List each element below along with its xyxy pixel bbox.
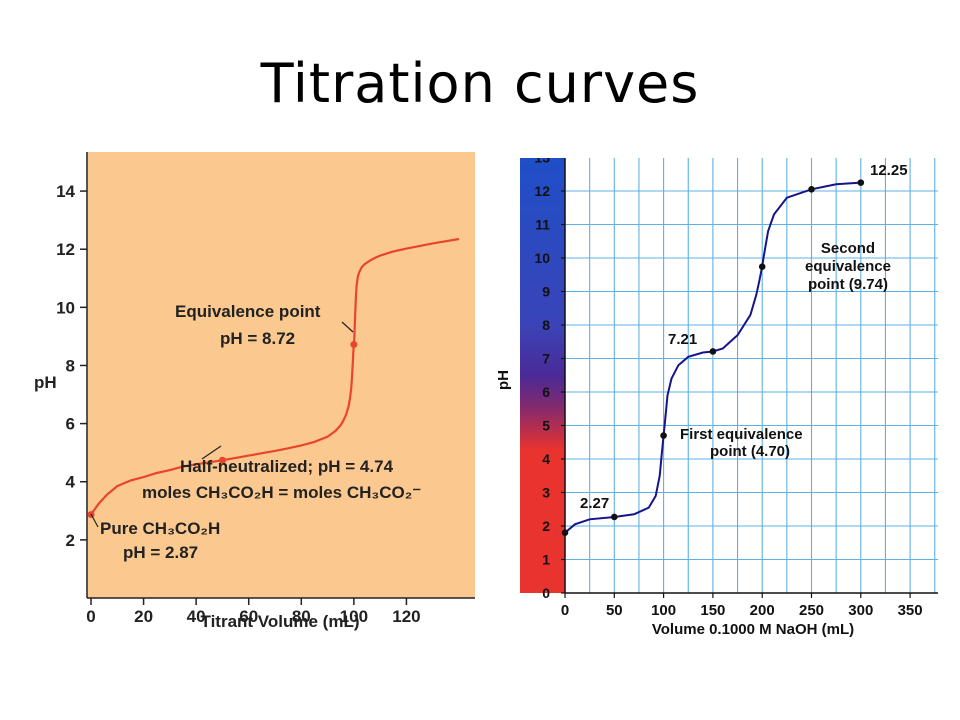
ph-color-bar bbox=[520, 158, 565, 593]
y-tick-label: 10 bbox=[56, 298, 75, 317]
data-point bbox=[350, 341, 358, 349]
y-tick-label: 2 bbox=[542, 518, 550, 534]
data-point bbox=[758, 263, 766, 271]
y-tick-label: 14 bbox=[56, 182, 75, 201]
y-axis-label: pH bbox=[495, 370, 512, 390]
slide-title: Titration curves bbox=[260, 52, 700, 115]
x-axis-label: Volume 0.1000 M NaOH (mL) bbox=[652, 621, 854, 638]
x-tick-label: 250 bbox=[799, 602, 824, 619]
x-tick-group: 0 50 100 150 200 250 300 350 bbox=[561, 593, 923, 619]
x-axis-label: Titrant Volume (mL) bbox=[201, 612, 360, 631]
acetic-acid-titration-chart: 2 4 6 8 10 12 14 0 20 40 60 80 100 120 pH Titrant Vo… bbox=[34, 152, 475, 631]
moles-label: moles CH₃CO₂H = moles CH₃CO₂⁻ bbox=[142, 483, 421, 502]
x-tick-label: 150 bbox=[700, 602, 725, 619]
x-tick-label: 300 bbox=[848, 602, 873, 619]
y-tick-label: 8 bbox=[66, 356, 75, 375]
y-tick-label: 5 bbox=[542, 418, 550, 434]
titration-curve-line bbox=[564, 181, 861, 534]
pure-acid-label: Pure CH₃CO₂H bbox=[100, 519, 220, 538]
second-equivalence-value: point (9.74) bbox=[808, 276, 888, 293]
value-label-7-21: 7.21 bbox=[668, 331, 697, 348]
equivalence-label: Equivalence point bbox=[175, 302, 321, 321]
half-neutralized-label: Half-neutralized; pH = 4.74 bbox=[180, 457, 394, 476]
second-equivalence-label: Second bbox=[821, 240, 875, 257]
y-tick-label: 6 bbox=[542, 384, 550, 400]
half-neutralized-leader bbox=[201, 445, 222, 460]
y-tick-group: 2 4 6 8 10 12 14 bbox=[56, 182, 87, 550]
equivalence-ph-label: pH = 8.72 bbox=[220, 329, 295, 348]
y-axis-label: pH bbox=[34, 373, 57, 392]
x-tick-label: 100 bbox=[340, 607, 368, 626]
pure-leader bbox=[90, 513, 99, 528]
data-point bbox=[561, 529, 569, 536]
data-point bbox=[218, 456, 226, 464]
y-tick-label: 12 bbox=[56, 240, 75, 259]
x-tick-label: 120 bbox=[392, 607, 420, 626]
data-point bbox=[660, 432, 667, 439]
pure-ph-label: pH = 2.87 bbox=[123, 543, 198, 562]
y-tick-label: 6 bbox=[66, 415, 75, 434]
data-point bbox=[709, 348, 717, 355]
y-tick-label: 12 bbox=[534, 183, 550, 199]
y-tick-label: 11 bbox=[535, 217, 550, 233]
y-tick-label: 7 bbox=[542, 351, 550, 367]
value-label-2-27: 2.27 bbox=[580, 495, 609, 512]
y-tick-label: 4 bbox=[542, 451, 550, 467]
titration-curve-line bbox=[90, 237, 460, 516]
y-tick-label: 13 bbox=[534, 158, 550, 166]
x-tick-label: 350 bbox=[898, 602, 923, 619]
first-equivalence-label: First equivalence bbox=[680, 426, 803, 443]
second-equivalence-label: equivalence bbox=[805, 258, 891, 275]
data-point bbox=[808, 186, 815, 193]
data-point bbox=[611, 513, 618, 521]
x-tick-label: 40 bbox=[187, 607, 206, 626]
data-point bbox=[857, 179, 865, 186]
y-tick-label: 2 bbox=[66, 531, 75, 550]
x-tick-label: 100 bbox=[651, 602, 676, 619]
x-tick-group: 0 20 40 60 80 100 120 bbox=[86, 598, 421, 626]
x-tick-label: 80 bbox=[292, 607, 311, 626]
x-tick-label: 60 bbox=[239, 607, 258, 626]
value-label-12-25: 12.25 bbox=[870, 162, 908, 179]
plot-background bbox=[87, 152, 475, 598]
equivalence-leader bbox=[341, 321, 354, 333]
y-tick-label: 4 bbox=[66, 473, 76, 492]
x-tick-label: 50 bbox=[606, 602, 623, 619]
diprotic-titration-chart: 012345678910111213 050100150200250300350… bbox=[488, 158, 938, 640]
y-tick-group: 012345678910111213 bbox=[534, 158, 565, 601]
y-tick-label: 10 bbox=[534, 250, 550, 266]
x-tick-label: 0 bbox=[561, 602, 569, 619]
y-tick-label: 1 bbox=[542, 552, 550, 568]
y-tick-label: 9 bbox=[542, 284, 550, 300]
x-tick-label: 20 bbox=[134, 607, 153, 626]
first-equivalence-value: point (4.70) bbox=[710, 443, 790, 460]
y-tick-label: 8 bbox=[542, 317, 550, 333]
x-tick-label: 200 bbox=[750, 602, 775, 619]
x-tick-label: 0 bbox=[86, 607, 95, 626]
y-tick-label: 0 bbox=[542, 585, 550, 601]
y-tick-label: 3 bbox=[542, 485, 550, 501]
